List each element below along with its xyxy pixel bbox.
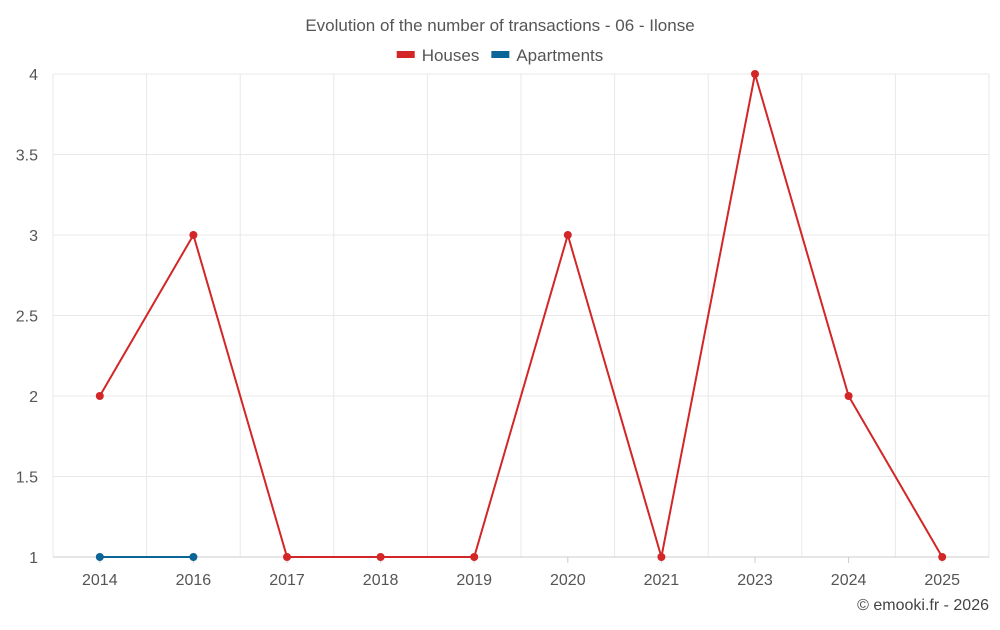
axes: 1 1.5 2 2.5 3 3.5 4 2014 2016 2017 2018 2019 2020 202… <box>16 67 989 589</box>
y-tick-label: 1 <box>29 550 38 567</box>
data-point-houses[interactable] <box>657 553 666 561</box>
data-point-houses[interactable] <box>844 392 853 400</box>
legend-item-apartments[interactable]: Apartments <box>491 46 603 65</box>
y-tick-label: 3.5 <box>16 148 38 165</box>
data-point-houses[interactable] <box>751 70 759 78</box>
y-tick-label: 2.5 <box>16 309 38 326</box>
legend-swatch <box>396 51 415 58</box>
y-tick-label: 2 <box>29 389 38 406</box>
chart-legend: Houses Apartments <box>396 46 603 65</box>
legend-label: Houses <box>422 46 480 65</box>
x-tick-label: 2019 <box>456 572 492 589</box>
x-tick-label: 2024 <box>831 572 867 589</box>
data-point-houses[interactable] <box>189 231 198 239</box>
y-tick-label: 3 <box>29 228 38 245</box>
grid-lines <box>52 73 990 557</box>
chart-title: Evolution of the number of transactions … <box>305 16 694 35</box>
x-tick-label: 2020 <box>550 572 586 589</box>
data-point-houses[interactable] <box>938 553 947 561</box>
legend-swatch <box>491 51 510 58</box>
data-point-apartments[interactable] <box>95 553 104 561</box>
y-tick-label: 4 <box>29 67 38 84</box>
y-tick-label: 1.5 <box>16 470 38 487</box>
series-line-houses <box>98 73 944 558</box>
data-point-houses[interactable] <box>470 553 479 561</box>
data-point-houses[interactable] <box>376 553 385 561</box>
series-layer <box>95 70 947 561</box>
legend-label: Apartments <box>516 46 603 65</box>
x-tick-label: 2017 <box>269 572 305 589</box>
data-point-houses[interactable] <box>283 553 291 561</box>
x-tick-label: 2018 <box>363 572 399 589</box>
x-tick-label: 2014 <box>82 572 118 589</box>
x-tick-label: 2023 <box>737 572 773 589</box>
data-point-houses[interactable] <box>563 231 572 239</box>
x-tick-label: 2016 <box>176 572 212 589</box>
data-point-apartments[interactable] <box>189 553 198 561</box>
x-tick-label: 2025 <box>924 572 960 589</box>
legend-item-houses[interactable]: Houses <box>396 46 480 65</box>
credit-text: © emooki.fr - 2026 <box>857 597 989 614</box>
data-point-houses[interactable] <box>95 392 104 400</box>
x-tick-label: 2021 <box>644 572 680 589</box>
